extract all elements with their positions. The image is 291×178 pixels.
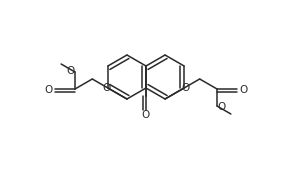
Text: O: O (217, 102, 225, 112)
Text: O: O (181, 83, 189, 93)
Text: O: O (142, 110, 150, 120)
Text: O: O (102, 83, 111, 93)
Text: O: O (45, 85, 53, 95)
Text: O: O (239, 85, 247, 95)
Text: O: O (67, 66, 75, 76)
